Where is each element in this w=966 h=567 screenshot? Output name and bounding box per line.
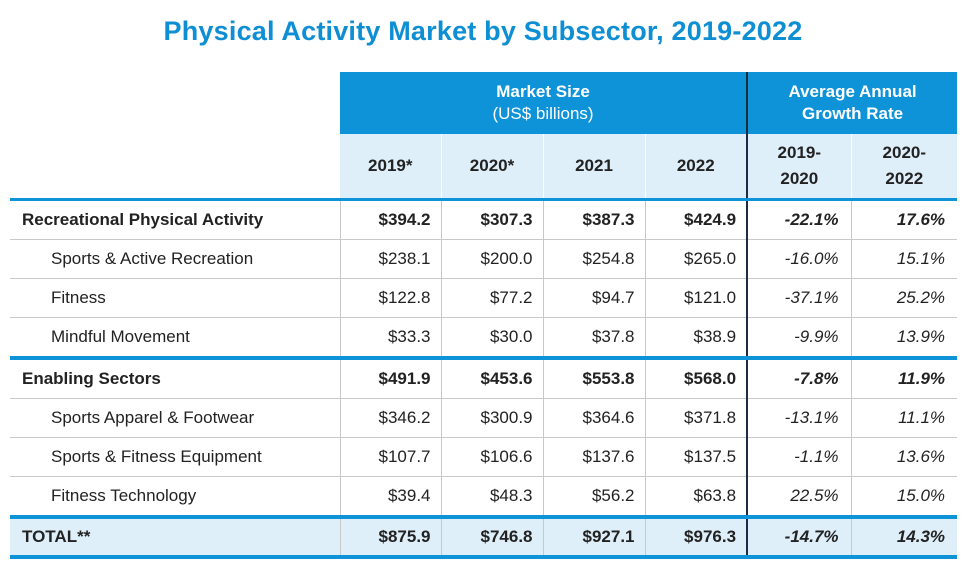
market-size-cell: $265.0 [644, 239, 748, 279]
table-row: Sports & Fitness Equipment $107.7 $106.6 $1… [10, 437, 958, 477]
table-row: Fitness $122.8 $77.2 $94.7 $121.0 -37.1% 25.2% [10, 278, 958, 318]
col-2021: 2021 [542, 134, 645, 201]
market-table: Market Size (US$ billions) Average Annua… [10, 72, 958, 559]
market-size-cell: $137.5 [644, 437, 748, 477]
market-size-cell: $371.8 [644, 398, 748, 438]
market-size-cell: $364.6 [542, 398, 645, 438]
growth-rate-cell: -37.1% [746, 278, 852, 318]
market-size-cell: $121.0 [644, 278, 748, 318]
market-size-cell: $30.0 [440, 317, 543, 359]
market-size-cell: $875.9 [339, 515, 441, 559]
growth2-bottom: 2022 [885, 169, 924, 188]
market-size-cell: $553.8 [542, 356, 645, 399]
market-size-cell: $38.9 [644, 317, 748, 359]
row-label: Sports & Fitness Equipment [10, 437, 340, 477]
growth-rate-cell: 25.2% [850, 278, 958, 318]
market-size-cell: $976.3 [644, 515, 748, 559]
growth-rate-cell: 13.6% [850, 437, 958, 477]
market-size-cell: $48.3 [440, 476, 543, 518]
growth-rate-cell: 11.1% [850, 398, 958, 438]
market-size-cell: $254.8 [542, 239, 645, 279]
market-size-cell: $137.6 [542, 437, 645, 477]
table-row: Mindful Movement $33.3 $30.0 $37.8 $38.9 -9.9… [10, 317, 958, 359]
market-size-cell: $927.1 [542, 515, 645, 559]
market-size-cell: $37.8 [542, 317, 645, 359]
growth-rate-cell: -13.1% [746, 398, 852, 438]
market-size-cell: $39.4 [339, 476, 441, 518]
market-size-cell: $106.6 [440, 437, 543, 477]
market-size-cell: $238.1 [339, 239, 441, 279]
growth-rate-cell: -1.1% [746, 437, 852, 477]
growth-rate-cell: -14.7% [746, 515, 852, 559]
table-row: Fitness Technology $39.4 $48.3 $56.2 $63.8 22… [10, 476, 958, 518]
market-size-cell: $307.3 [440, 199, 543, 240]
row-label: Sports & Active Recreation [10, 239, 340, 279]
table-row: Recreational Physical Activity $394.2 $307… [10, 199, 958, 240]
row-label: Mindful Movement [10, 317, 340, 359]
market-size-cell: $346.2 [339, 398, 441, 438]
market-size-cell: $394.2 [339, 199, 441, 240]
table-row: Enabling Sectors $491.9 $453.6 $553.8 $568.0… [10, 356, 958, 399]
table-row: Sports & Active Recreation $238.1 $200.0 $2… [10, 239, 958, 279]
growth-rate-cell: 11.9% [850, 356, 958, 399]
growth-rate-cell: -7.8% [746, 356, 852, 399]
market-size-cell: $424.9 [644, 199, 748, 240]
row-label: TOTAL** [10, 515, 340, 559]
growth-rate-cell: 17.6% [850, 199, 958, 240]
growth-rate-cell: -9.9% [746, 317, 852, 359]
blank-corner [10, 72, 340, 134]
growth-rate-cell: 14.3% [850, 515, 958, 559]
market-size-cell: $63.8 [644, 476, 748, 518]
growth-rate-cell: 15.0% [850, 476, 958, 518]
market-size-cell: $491.9 [339, 356, 441, 399]
row-label: Sports Apparel & Footwear [10, 398, 340, 438]
market-size-cell: $33.3 [339, 317, 441, 359]
growth-rate-cell: 15.1% [850, 239, 958, 279]
growth-rate-header: Average Annual Growth Rate [746, 72, 958, 134]
col-2019: 2019* [340, 134, 441, 201]
row-label: Enabling Sectors [10, 356, 340, 399]
growth-rate-cell: -22.1% [746, 199, 852, 240]
market-size-cell: $122.8 [339, 278, 441, 318]
market-size-cell: $77.2 [440, 278, 543, 318]
col-growth-2020-2022: 2020- 2022 [850, 134, 958, 201]
market-size-cell: $107.7 [339, 437, 441, 477]
chart-title: Physical Activity Market by Subsector, 2… [163, 16, 803, 46]
growth2-top: 2020- [882, 143, 927, 162]
market-size-label: Market Size [496, 82, 590, 101]
growth-rate-cell: 22.5% [746, 476, 852, 518]
growth1-bottom: 2020 [780, 169, 819, 188]
market-size-unit: (US$ billions) [492, 104, 594, 123]
market-size-cell: $453.6 [440, 356, 543, 399]
market-size-cell: $568.0 [644, 356, 748, 399]
table-row: TOTAL** $875.9 $746.8 $927.1 $976.3 -14.7% 14.… [10, 515, 958, 559]
market-size-header: Market Size (US$ billions) [340, 72, 748, 134]
market-size-cell: $94.7 [542, 278, 645, 318]
growth-rate-cell: 13.9% [850, 317, 958, 359]
row-label: Recreational Physical Activity [10, 199, 340, 240]
table-body: Recreational Physical Activity $394.2 $307… [10, 199, 958, 559]
table-row: Sports Apparel & Footwear $346.2 $300.9 $36… [10, 398, 958, 438]
col-2020: 2020* [440, 134, 543, 201]
market-size-cell: $387.3 [542, 199, 645, 240]
growth-rate-cell: -16.0% [746, 239, 852, 279]
row-label: Fitness Technology [10, 476, 340, 518]
market-size-cell: $746.8 [440, 515, 543, 559]
row-label: Fitness [10, 278, 340, 318]
col-2022: 2022 [644, 134, 748, 201]
blank-corner-2 [10, 134, 340, 201]
growth1-top: 2019- [777, 143, 822, 162]
market-size-cell: $300.9 [440, 398, 543, 438]
market-size-cell: $56.2 [542, 476, 645, 518]
col-growth-2019-2020: 2019- 2020 [746, 134, 852, 201]
market-size-cell: $200.0 [440, 239, 543, 279]
